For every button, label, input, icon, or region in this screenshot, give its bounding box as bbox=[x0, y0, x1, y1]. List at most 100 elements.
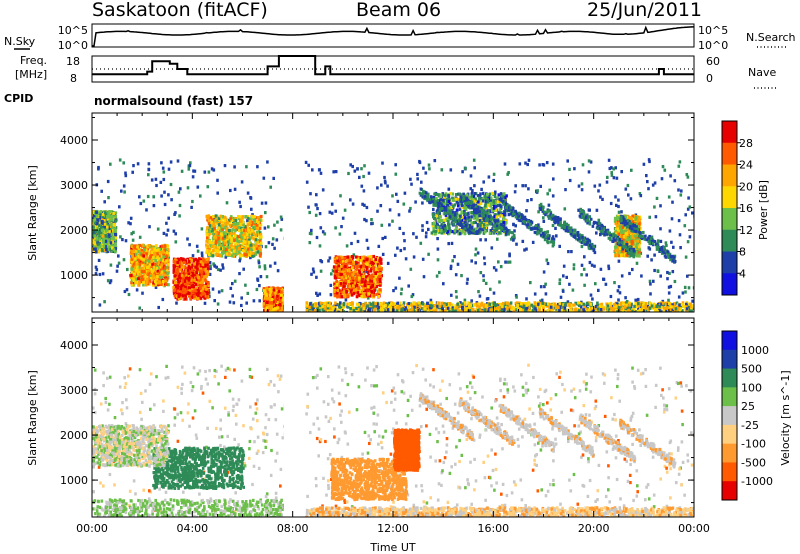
power-cell bbox=[514, 308, 518, 312]
power-cell bbox=[492, 291, 496, 295]
power-cell bbox=[352, 253, 356, 257]
power-cell bbox=[205, 287, 208, 291]
power-cell bbox=[187, 280, 191, 285]
power-cell bbox=[392, 304, 396, 308]
power-cell bbox=[186, 268, 190, 272]
power-cell bbox=[480, 301, 484, 305]
power-cell bbox=[484, 304, 488, 308]
power-cell bbox=[577, 301, 580, 305]
power-cell bbox=[605, 307, 609, 311]
power-cell bbox=[199, 289, 203, 293]
power-cell bbox=[527, 306, 531, 310]
power-cell bbox=[502, 301, 505, 306]
power-cell bbox=[350, 301, 354, 305]
power-cell bbox=[160, 244, 164, 248]
power-cell bbox=[381, 236, 384, 241]
power-cell bbox=[614, 195, 617, 199]
power-cell bbox=[199, 286, 202, 290]
power-cell bbox=[615, 302, 618, 306]
power-cell bbox=[671, 303, 674, 307]
power-cell bbox=[552, 303, 555, 307]
power-cell bbox=[148, 263, 152, 267]
power-cell bbox=[547, 203, 551, 207]
power-cell bbox=[428, 167, 431, 171]
power-cell bbox=[244, 237, 247, 241]
power-cell bbox=[228, 238, 232, 242]
power-cell bbox=[173, 272, 177, 276]
power-cell bbox=[386, 302, 389, 306]
power-cell bbox=[136, 162, 140, 166]
power-cell bbox=[246, 226, 250, 230]
power-cell bbox=[402, 202, 406, 206]
power-cell bbox=[165, 282, 168, 287]
power-cell bbox=[229, 217, 232, 221]
power-cell bbox=[324, 304, 327, 308]
power-cell bbox=[605, 180, 609, 184]
nave-tick-high: 60 bbox=[706, 55, 720, 68]
power-cell bbox=[139, 274, 143, 278]
power-cell bbox=[384, 309, 388, 312]
power-cell bbox=[664, 241, 668, 245]
power-cell bbox=[492, 266, 496, 270]
power-cell bbox=[537, 223, 540, 227]
power-cell bbox=[527, 187, 530, 191]
power-cell bbox=[106, 225, 109, 229]
power-cell bbox=[191, 289, 195, 293]
power-cell bbox=[524, 161, 527, 165]
power-cell bbox=[107, 226, 110, 230]
power-cell bbox=[541, 163, 545, 167]
power-cell bbox=[269, 185, 272, 189]
power-cell bbox=[381, 305, 385, 309]
power-cell bbox=[649, 303, 652, 307]
power-cell bbox=[239, 252, 242, 256]
power-cell bbox=[101, 228, 104, 232]
power-cell bbox=[250, 247, 253, 251]
power-cell bbox=[191, 199, 194, 204]
power-cell bbox=[465, 281, 469, 285]
power-cell bbox=[228, 223, 232, 228]
power-cell bbox=[215, 239, 218, 243]
power-cell bbox=[167, 283, 170, 287]
power-cell bbox=[200, 251, 204, 255]
power-cell bbox=[228, 240, 231, 245]
power-cell bbox=[585, 309, 588, 312]
power-cell bbox=[454, 304, 457, 308]
power-cell bbox=[253, 225, 256, 230]
power-cell bbox=[140, 253, 144, 257]
power-cell bbox=[239, 239, 243, 243]
power-cell bbox=[490, 303, 494, 307]
power-cell bbox=[219, 268, 222, 272]
power-cell bbox=[179, 287, 182, 291]
power-cell bbox=[251, 215, 254, 219]
power-cell bbox=[609, 201, 613, 206]
power-cell bbox=[188, 289, 192, 293]
power-cell bbox=[472, 158, 476, 162]
power-cell bbox=[507, 171, 510, 175]
power-cell bbox=[134, 250, 138, 254]
power-cell bbox=[558, 281, 561, 286]
power-cell bbox=[396, 246, 399, 250]
power-cell bbox=[341, 216, 345, 220]
power-cell bbox=[434, 221, 438, 225]
power-cell bbox=[507, 306, 511, 310]
power-cell bbox=[109, 248, 112, 252]
power-cell bbox=[214, 235, 217, 240]
power-cell bbox=[464, 166, 467, 171]
power-cell bbox=[452, 309, 455, 312]
power-cell bbox=[134, 269, 138, 273]
power-cell bbox=[98, 243, 102, 247]
power-cell bbox=[148, 259, 151, 263]
power-cell bbox=[323, 232, 327, 236]
power-cell bbox=[580, 302, 583, 306]
power-cell bbox=[463, 301, 467, 305]
power-cell bbox=[327, 259, 330, 263]
power-cell bbox=[94, 230, 98, 234]
power-cell bbox=[196, 185, 200, 189]
power-cell bbox=[636, 297, 640, 302]
power-cell bbox=[229, 215, 233, 219]
power-cell bbox=[238, 250, 241, 254]
power-cell bbox=[219, 234, 222, 238]
power-cell bbox=[137, 272, 140, 276]
power-cell bbox=[259, 232, 263, 237]
power-cell bbox=[562, 303, 565, 307]
